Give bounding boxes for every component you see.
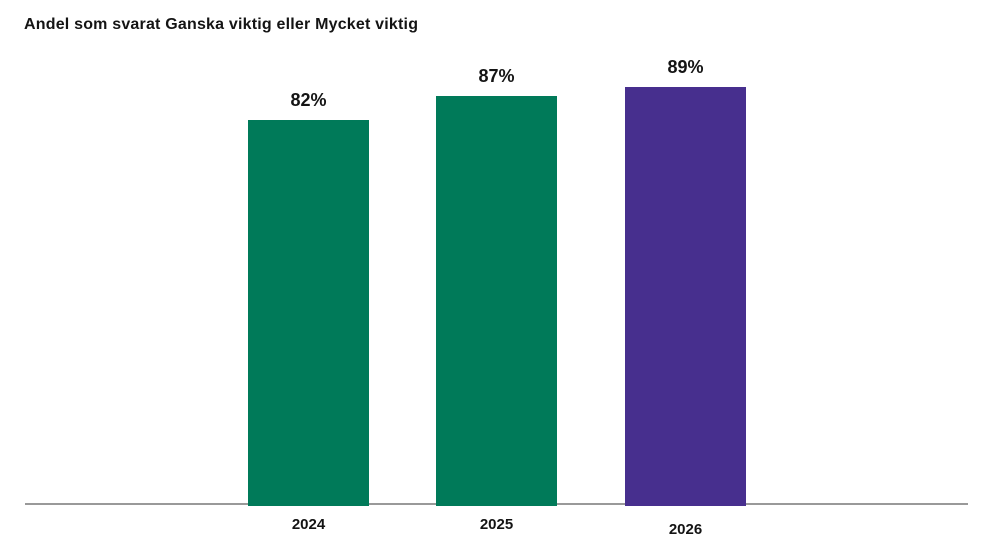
bar-value-label: 82% [290,90,327,110]
bar-value-label: 87% [478,66,515,86]
chart-title: Andel som svarat Ganska viktig eller Myc… [24,16,419,33]
bar [625,87,746,506]
x-axis-tick-label: 2024 [291,516,326,533]
bar [436,96,557,506]
x-axis-tick-label: 2026 [668,521,703,538]
bar-value-label: 89% [667,57,704,77]
bar [248,120,369,506]
x-axis-tick-label: 2025 [479,516,514,533]
